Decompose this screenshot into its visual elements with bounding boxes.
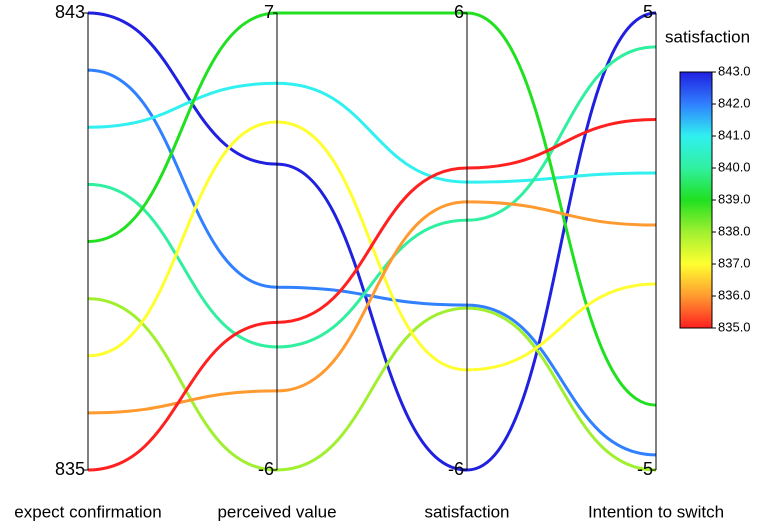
data-line [87, 11, 657, 407]
axis-tick-label: 7 [264, 2, 274, 22]
axis-label: Intention to switch [588, 502, 724, 521]
axis-tick-label: 835 [55, 459, 85, 479]
data-line [87, 81, 657, 184]
data-line [87, 200, 657, 415]
colorbar-tick-label: 839.0 [718, 191, 751, 206]
axis-tick-label: -5 [637, 459, 653, 479]
colorbar-tick-label: 840.0 [718, 159, 751, 174]
colorbar-tick-label: 842.0 [718, 95, 751, 110]
colorbar-tick-label: 837.0 [718, 255, 751, 270]
colorbar-tick-label: 836.0 [718, 287, 751, 302]
data-line [87, 117, 657, 472]
data-line [87, 297, 657, 472]
axis-tick-label: 5 [643, 2, 653, 22]
colorbar [679, 71, 713, 329]
axis-tick-label: -6 [258, 459, 274, 479]
colorbar-tick-label: 843.0 [718, 63, 751, 78]
data-line [87, 120, 657, 372]
data-line [87, 11, 657, 472]
axis-tick-label: 6 [454, 2, 464, 22]
colorbar-tick-label: 841.0 [718, 127, 751, 142]
colorbar-tick-label: 835.0 [718, 319, 751, 334]
axis-tick-label: -6 [448, 459, 464, 479]
colorbar-tick-label: 838.0 [718, 223, 751, 238]
data-line [87, 45, 657, 349]
colorbar-title: satisfaction [665, 27, 750, 46]
axis-tick-label: 843 [55, 2, 85, 22]
axis-label: perceived value [217, 502, 336, 521]
axis-label: satisfaction [424, 502, 509, 521]
axis-label: expect confirmation [14, 502, 161, 521]
